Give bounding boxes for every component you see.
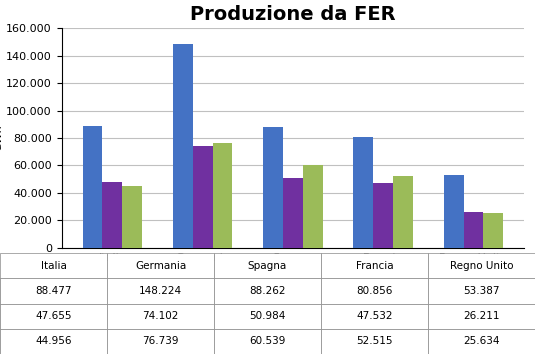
- Bar: [373, 183, 393, 248]
- Bar: [102, 182, 123, 248]
- Bar: [212, 143, 232, 248]
- Bar: [82, 126, 102, 248]
- Bar: [263, 127, 283, 248]
- Title: Produzione da FER: Produzione da FER: [190, 5, 396, 24]
- Bar: [283, 178, 303, 248]
- Bar: [173, 45, 193, 248]
- Bar: [193, 146, 212, 248]
- Bar: [303, 165, 323, 248]
- Bar: [484, 213, 503, 248]
- Y-axis label: GWh: GWh: [0, 125, 3, 152]
- Bar: [123, 186, 142, 248]
- Bar: [463, 212, 484, 248]
- Bar: [354, 137, 373, 248]
- Bar: [393, 176, 413, 248]
- Bar: [444, 175, 463, 248]
